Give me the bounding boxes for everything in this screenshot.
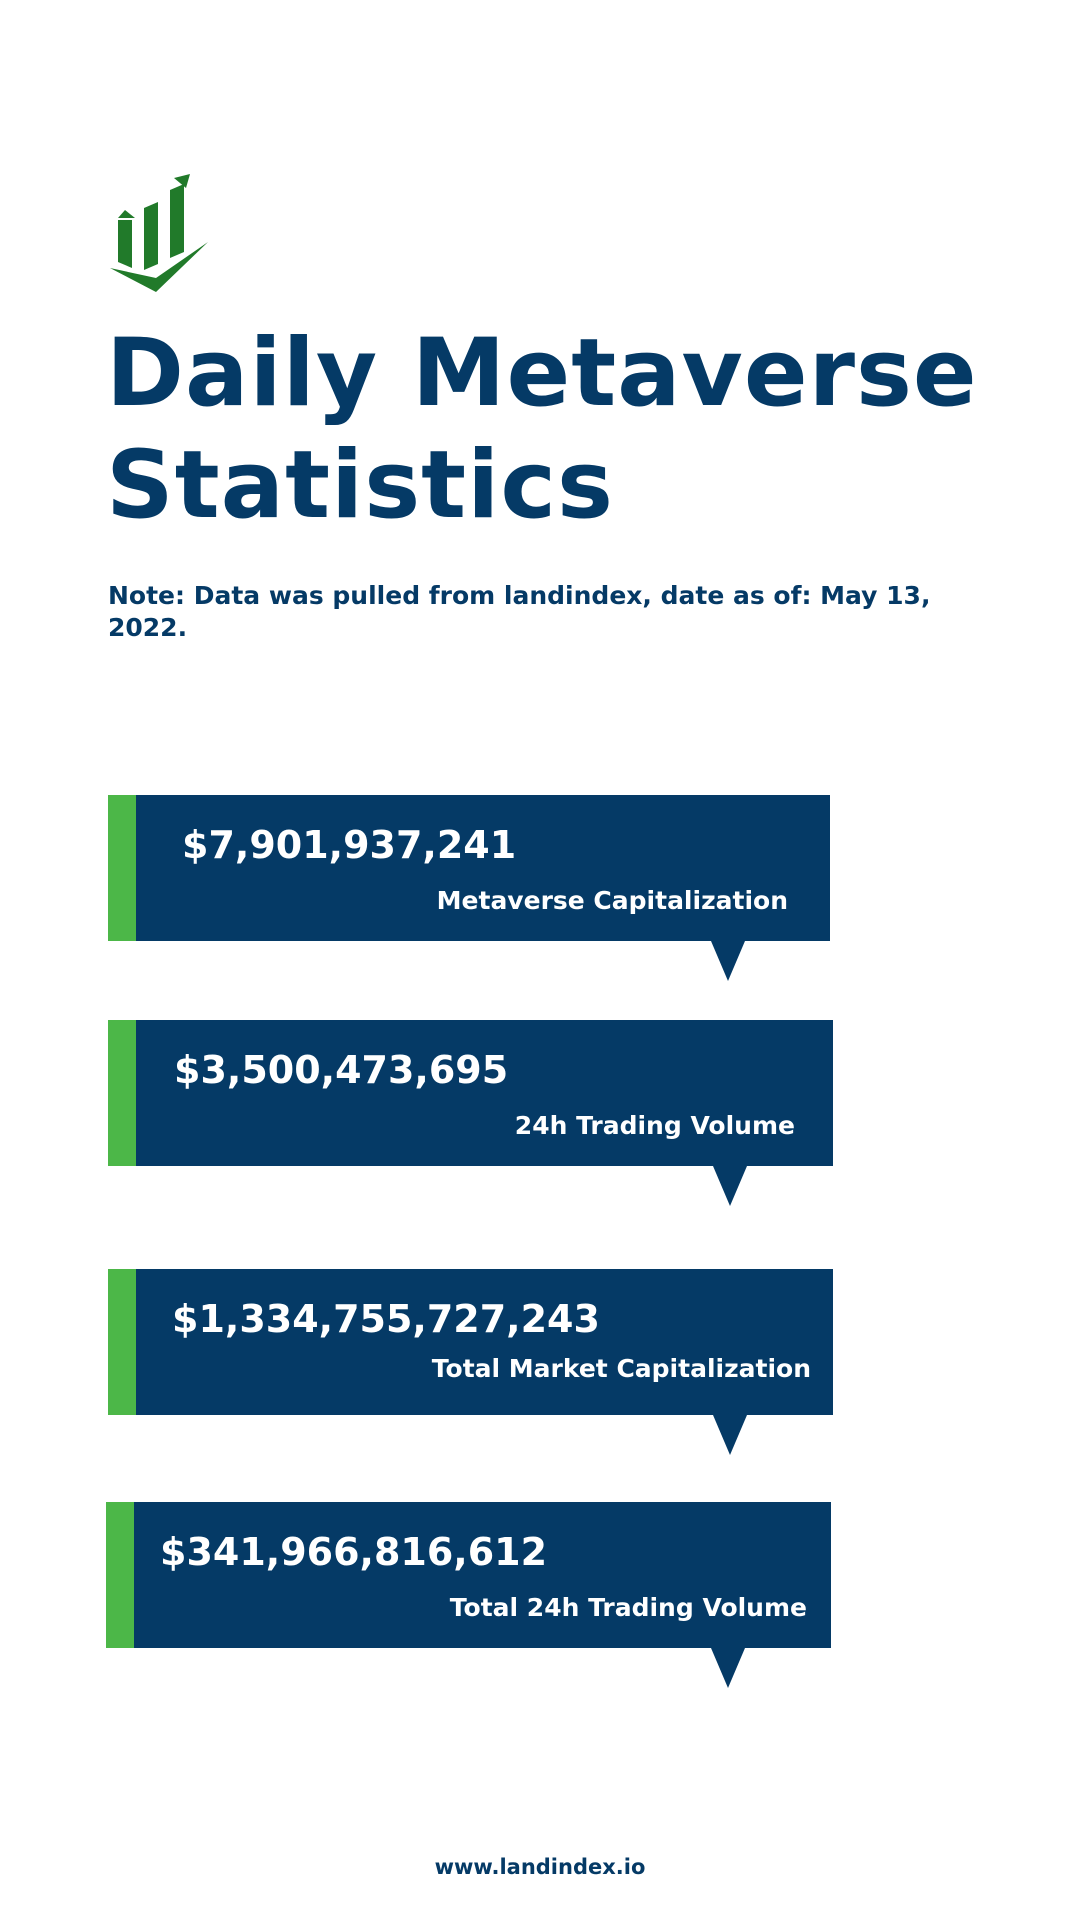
card-accent-bar	[108, 795, 136, 941]
stat-value: $1,334,755,727,243	[172, 1297, 600, 1341]
stat-value: $341,966,816,612	[160, 1530, 548, 1574]
stat-value: $7,901,937,241	[182, 823, 517, 867]
card-pointer	[713, 1415, 747, 1455]
stat-value: $3,500,473,695	[174, 1048, 509, 1092]
stat-label: Total 24h Trading Volume	[449, 1593, 807, 1622]
card-accent-bar	[108, 1020, 136, 1166]
card-pointer	[711, 1648, 745, 1688]
stat-label: Total Market Capitalization	[431, 1354, 811, 1383]
card-accent-bar	[106, 1502, 134, 1648]
card-pointer	[713, 1166, 747, 1206]
card-accent-bar	[108, 1269, 136, 1415]
footer-website-link[interactable]: www.landindex.io	[434, 1855, 646, 1879]
stat-card-metaverse-capitalization: $7,901,937,241 Metaverse Capitalization	[108, 795, 830, 981]
card-pointer	[711, 941, 745, 981]
data-source-note: Note: Data was pulled from landindex, da…	[108, 581, 931, 642]
growth-chart-logo	[110, 172, 210, 292]
stat-label: Metaverse Capitalization	[436, 886, 788, 915]
stat-card-total-24h-trading-volume: $341,966,816,612 Total 24h Trading Volum…	[106, 1502, 831, 1688]
page-title: Daily Metaverse Statistics	[106, 318, 1006, 542]
growth-chart-icon	[110, 174, 208, 292]
stat-card-24h-trading-volume: $3,500,473,695 24h Trading Volume	[108, 1020, 833, 1206]
stat-label: 24h Trading Volume	[514, 1111, 795, 1140]
title-line-2: Statistics	[106, 431, 614, 540]
stat-card-total-market-capitalization: $1,334,755,727,243 Total Market Capitali…	[108, 1269, 833, 1455]
title-line-1: Daily Metaverse	[106, 319, 978, 428]
